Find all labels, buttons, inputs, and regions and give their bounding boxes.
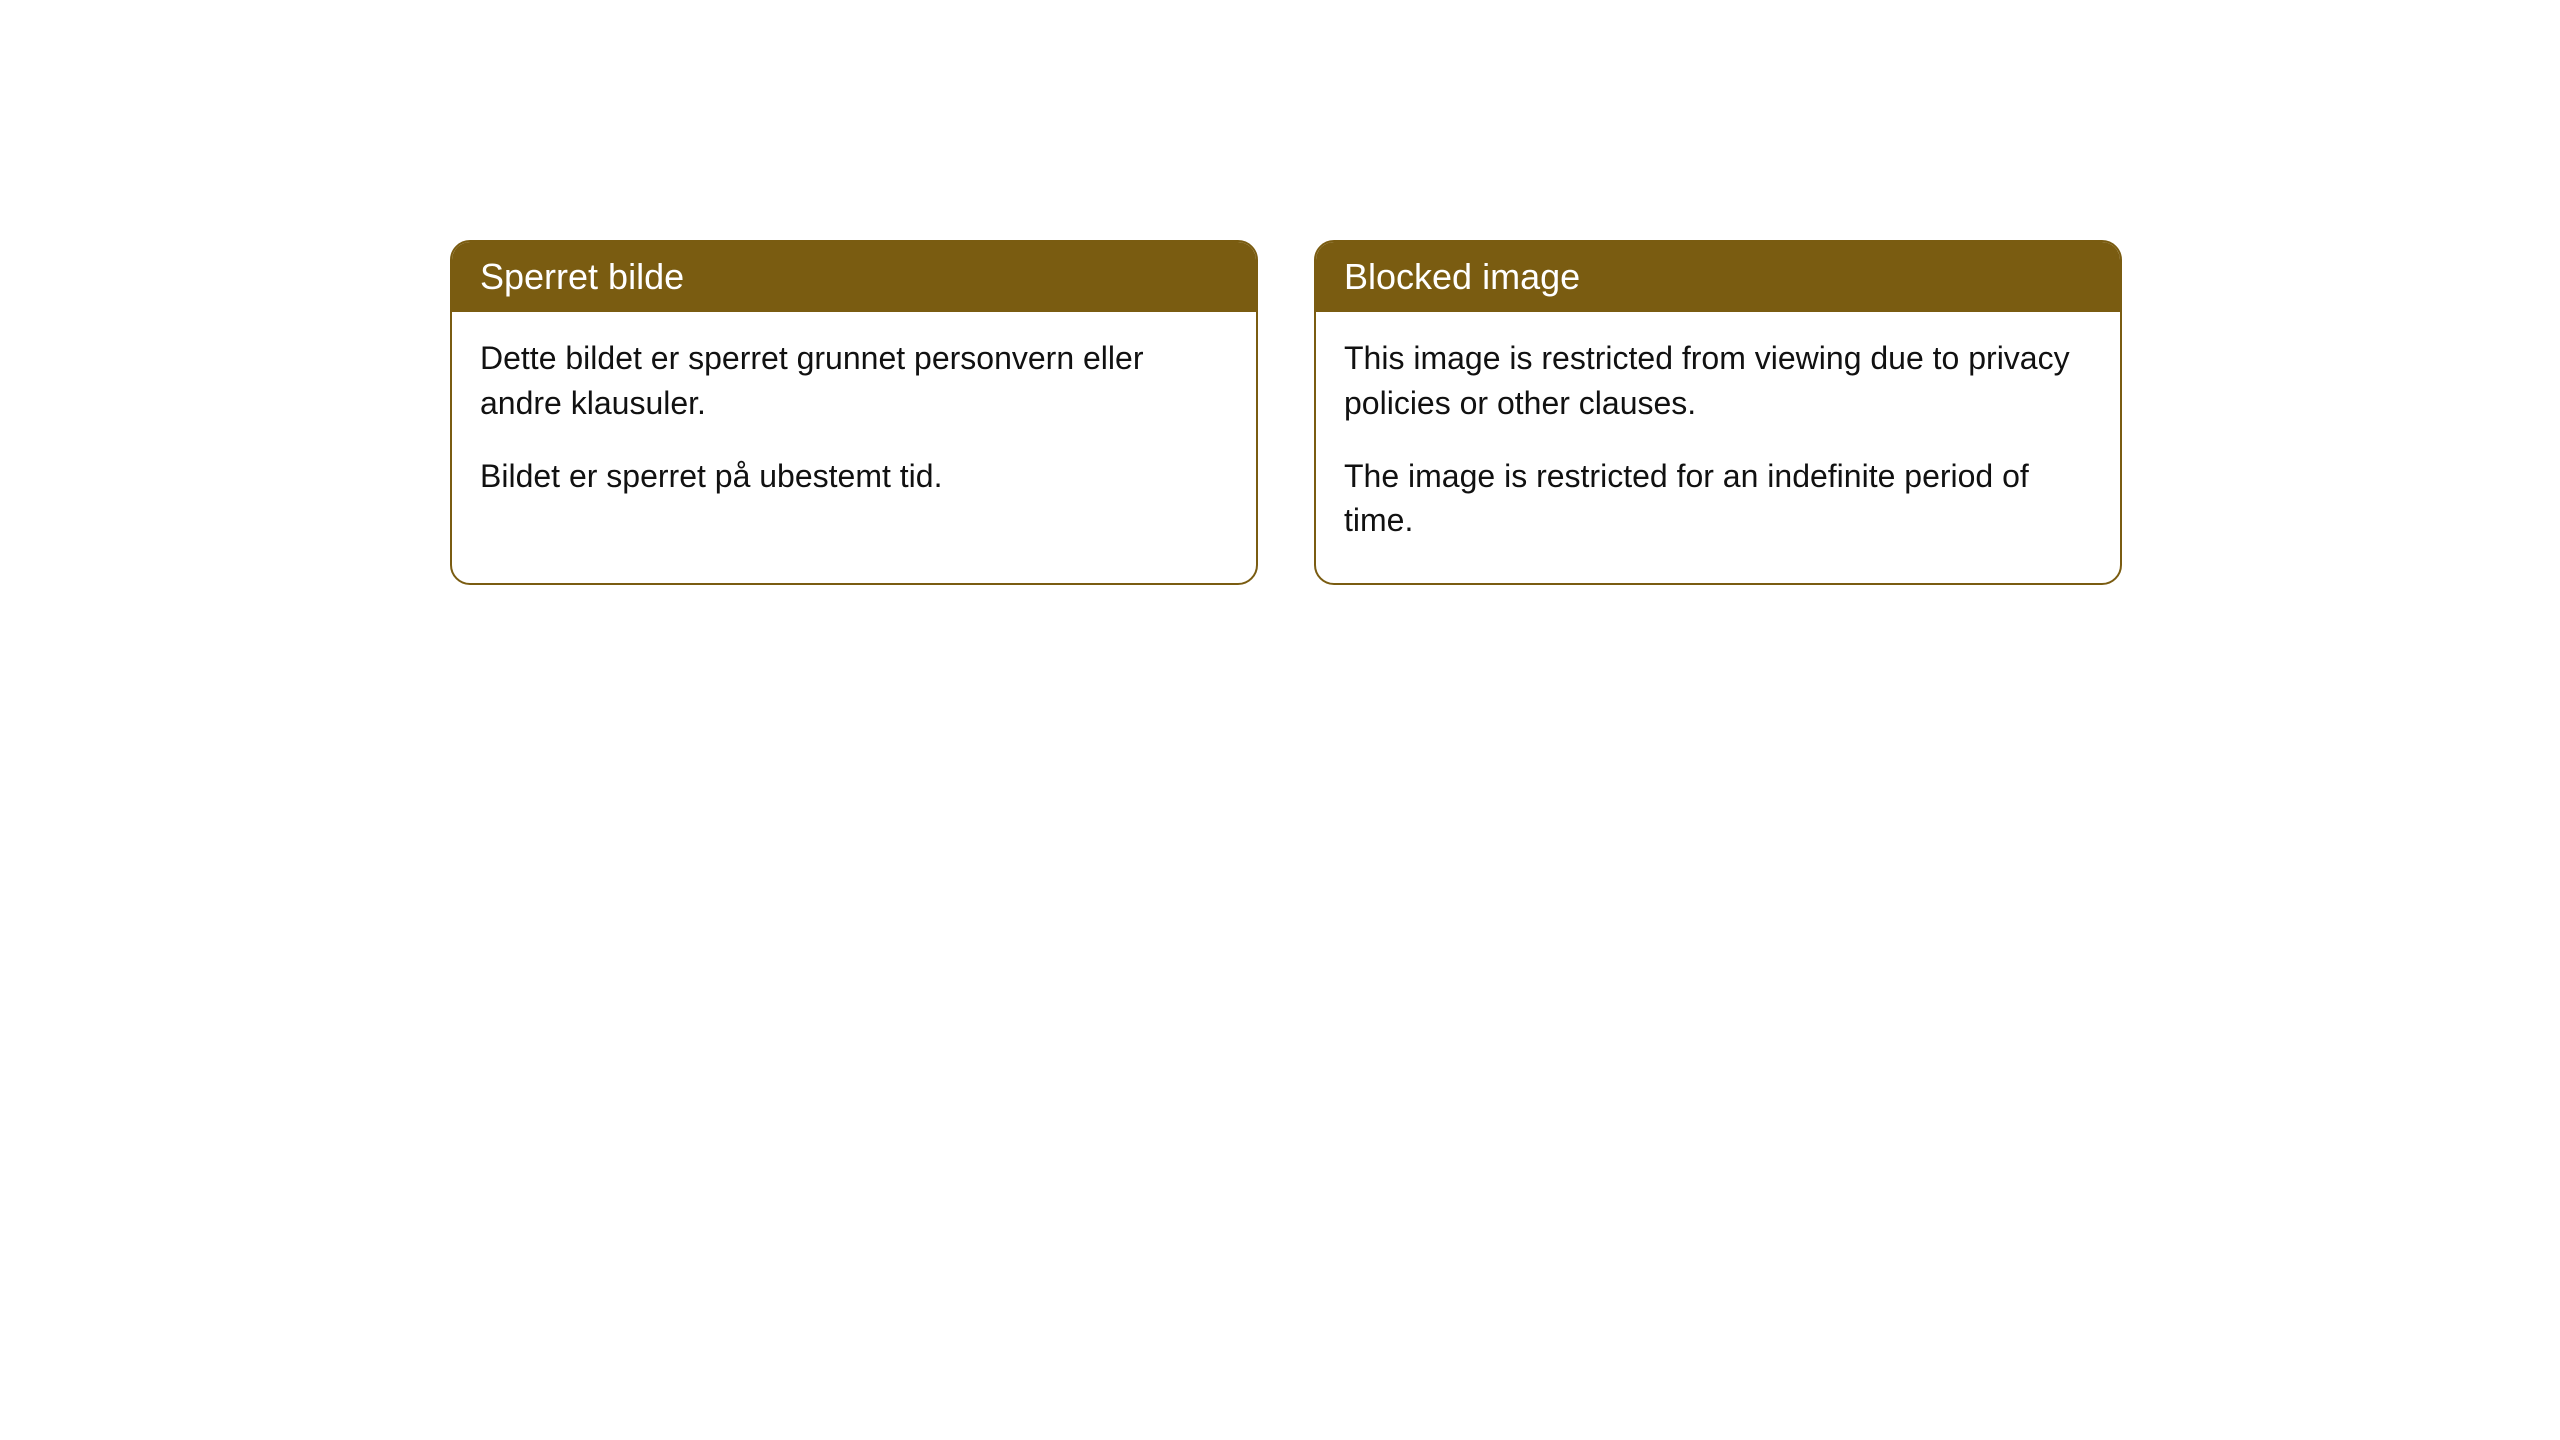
card-paragraph: Bildet er sperret på ubestemt tid. [480, 454, 1228, 499]
blocked-image-card-norwegian: Sperret bilde Dette bildet er sperret gr… [450, 240, 1258, 585]
card-header: Sperret bilde [452, 242, 1256, 312]
card-title: Sperret bilde [480, 256, 684, 297]
card-header: Blocked image [1316, 242, 2120, 312]
notice-cards-container: Sperret bilde Dette bildet er sperret gr… [450, 240, 2560, 585]
card-title: Blocked image [1344, 256, 1580, 297]
card-body: Dette bildet er sperret grunnet personve… [452, 312, 1256, 538]
blocked-image-card-english: Blocked image This image is restricted f… [1314, 240, 2122, 585]
card-paragraph: This image is restricted from viewing du… [1344, 336, 2092, 426]
card-paragraph: The image is restricted for an indefinit… [1344, 454, 2092, 544]
card-body: This image is restricted from viewing du… [1316, 312, 2120, 583]
card-paragraph: Dette bildet er sperret grunnet personve… [480, 336, 1228, 426]
